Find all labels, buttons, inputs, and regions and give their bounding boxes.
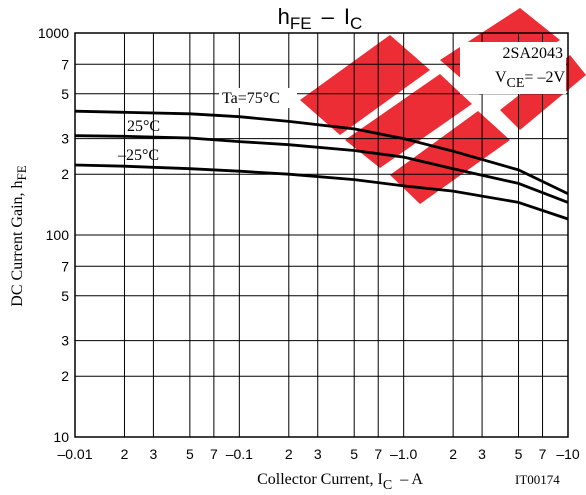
series-label-minus25: –25°C: [117, 147, 159, 164]
series-line-2: [74, 163, 569, 221]
series-label-25: 25°C: [127, 118, 160, 135]
series-label-bg-75: [219, 88, 297, 108]
y-tick-label: 7: [61, 56, 69, 72]
x-tick-label: 5: [350, 446, 358, 462]
y-tick-label: 100: [46, 227, 70, 243]
y-axis-label: DC Current Gain, hFE: [9, 165, 29, 306]
y-tick-label: 3: [61, 131, 69, 147]
x-tick-label: –0.1: [226, 446, 253, 462]
x-tick-label: 7: [374, 446, 382, 462]
y-tick-label: 1000: [38, 25, 69, 41]
curves: [74, 109, 569, 221]
x-tick-label: 5: [186, 446, 194, 462]
x-tick-label: 3: [150, 446, 158, 462]
series-line-1: [74, 134, 569, 204]
figure-id: IT00174: [515, 472, 560, 487]
y-tick-label: 5: [61, 86, 69, 102]
y-tick-label: 5: [61, 288, 69, 304]
y-tick-label: 3: [61, 333, 69, 349]
x-tick-label: 2: [121, 446, 129, 462]
series-label-75: Ta=75°C: [222, 90, 280, 107]
x-tick-label: 7: [210, 446, 218, 462]
x-tick-label: 2: [449, 446, 457, 462]
plot-frame: [74, 32, 569, 438]
y-tick-label: 2: [61, 368, 69, 384]
series-line-0: [74, 109, 569, 196]
annotation-box: [460, 42, 566, 94]
chart-title: hFE – IC: [278, 4, 363, 33]
x-tick-label: –1.0: [390, 446, 417, 462]
y-tick-labels: 1000 7 5 3 2 100 7 5 3 2 10: [38, 25, 69, 445]
x-tick-label: 2: [285, 446, 293, 462]
x-tick-label: 5: [515, 446, 523, 462]
x-tick-label: –10: [556, 446, 580, 462]
x-tick-labels: –0.01 2 3 5 7 –0.1 2 3 5 7 –1.0 2 3 5 7 –10: [57, 446, 579, 462]
x-tick-label: 3: [314, 446, 322, 462]
y-tick-label: 2: [61, 166, 69, 182]
x-tick-label: –0.01: [57, 446, 92, 462]
part-number: 2SA2043: [503, 45, 563, 62]
y-tick-label: 7: [61, 258, 69, 274]
x-tick-label: 7: [539, 446, 547, 462]
condition-label: VCE= –2V: [495, 69, 565, 91]
y-tick-label: 10: [53, 429, 69, 445]
x-tick-label: 3: [478, 446, 486, 462]
x-axis-label: Collector Current, IC – A: [257, 471, 423, 493]
